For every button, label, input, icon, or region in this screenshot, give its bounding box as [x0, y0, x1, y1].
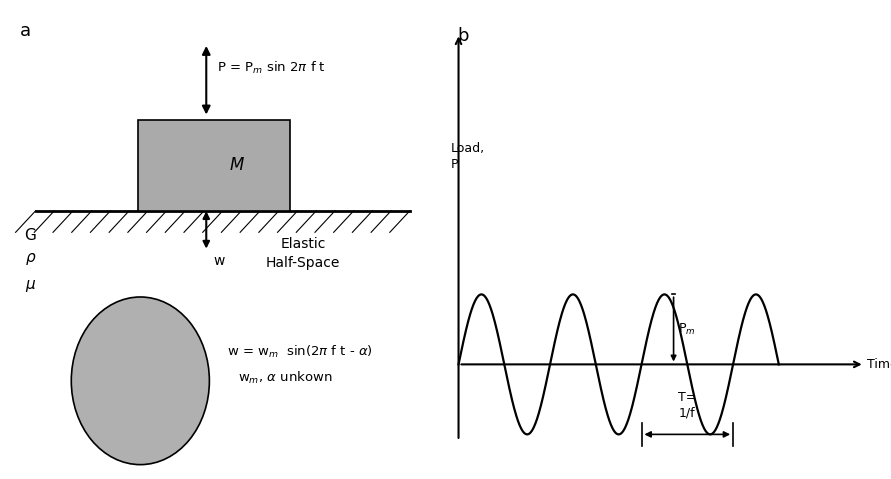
Text: a: a: [20, 22, 31, 40]
Text: Load,
P: Load, P: [451, 142, 485, 171]
Text: G: G: [25, 228, 37, 242]
Text: Elastic
Half-Space: Elastic Half-Space: [266, 237, 340, 270]
Text: P$_m$: P$_m$: [678, 322, 696, 337]
Text: P = P$_m$ sin 2$\pi$ f t: P = P$_m$ sin 2$\pi$ f t: [217, 60, 326, 76]
Ellipse shape: [71, 297, 209, 465]
Text: $\rho$: $\rho$: [25, 251, 36, 267]
Text: b: b: [457, 27, 469, 45]
Text: w = w$_m$  sin(2$\pi$ f t - $\alpha$): w = w$_m$ sin(2$\pi$ f t - $\alpha$): [227, 344, 373, 360]
Text: T=
1/f: T= 1/f: [678, 391, 697, 419]
Bar: [138, 120, 290, 211]
Text: w: w: [213, 254, 225, 268]
Text: 2R: 2R: [135, 357, 154, 372]
Text: Time, t: Time, t: [868, 358, 891, 371]
Text: M: M: [229, 156, 244, 174]
Text: $\mu$: $\mu$: [25, 278, 36, 294]
Text: w$_m$, $\alpha$ unkown: w$_m$, $\alpha$ unkown: [239, 370, 333, 387]
